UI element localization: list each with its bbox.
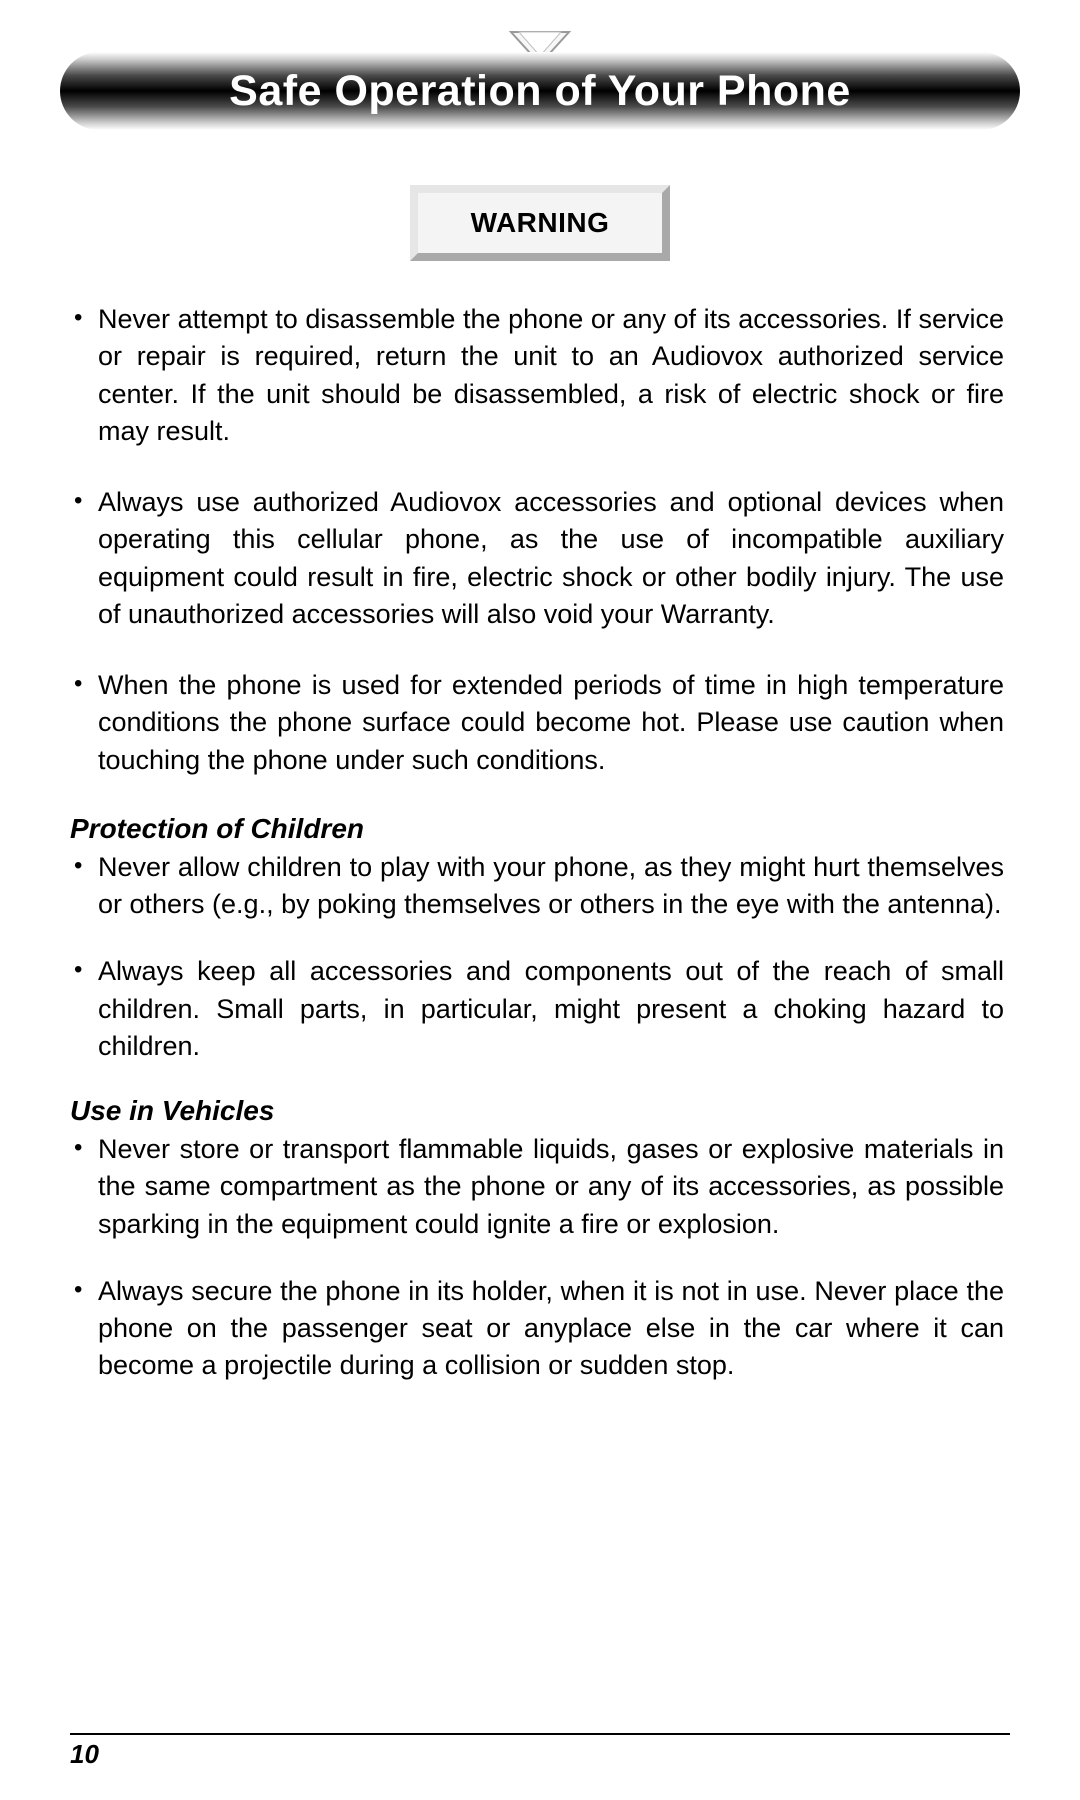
children-bullet-list: Never allow children to play with your p… [70,849,1010,1065]
list-item: Never allow children to play with your p… [98,849,1004,924]
manual-page: Safe Operation of Your Phone WARNING Nev… [0,0,1080,1800]
section-heading-vehicles: Use in Vehicles [70,1095,1010,1127]
list-item: Always keep all accessories and componen… [98,953,1004,1065]
header-gradient-bar: Safe Operation of Your Phone [60,52,1020,130]
list-item: Never store or transport flammable liqui… [98,1131,1004,1243]
header-banner: Safe Operation of Your Phone [60,30,1020,145]
list-item: When the phone is used for extended peri… [98,667,1004,779]
warning-plaque: WARNING [410,185,670,261]
list-item: Never attempt to disassemble the phone o… [98,301,1004,450]
warning-bullet-list: Never attempt to disassemble the phone o… [70,301,1010,779]
list-item: Always secure the phone in its holder, w… [98,1273,1004,1385]
warning-label: WARNING [471,207,610,238]
page-title: Safe Operation of Your Phone [229,67,851,116]
footer-rule [70,1733,1010,1735]
page-number: 10 [70,1739,99,1769]
page-footer: 10 [70,1733,1010,1770]
vehicles-bullet-list: Never store or transport flammable liqui… [70,1131,1010,1385]
list-item: Always use authorized Audiovox accessori… [98,484,1004,633]
section-heading-children: Protection of Children [70,813,1010,845]
